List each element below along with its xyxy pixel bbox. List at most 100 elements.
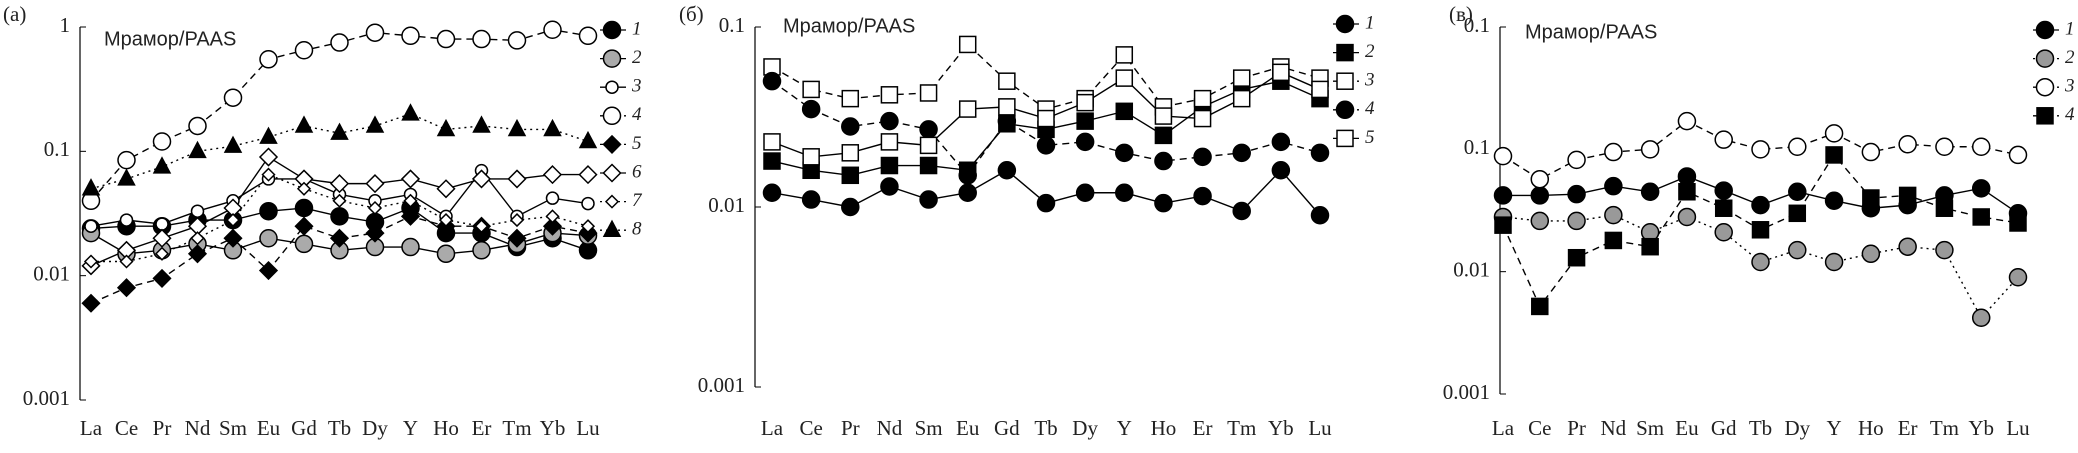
marker (472, 29, 491, 49)
marker (542, 216, 563, 236)
chart-title: Мрамор/PAAS (783, 15, 915, 37)
marker (400, 169, 421, 189)
marker (1310, 205, 1330, 225)
x-tick-label: Er (472, 416, 492, 440)
marker (1567, 184, 1586, 204)
marker (1115, 102, 1134, 121)
legend-marker (602, 134, 622, 154)
x-tick-label: Er (1898, 416, 1918, 440)
marker (261, 167, 276, 182)
x-tick-label: Y (403, 416, 418, 440)
marker (1115, 143, 1134, 163)
marker (880, 111, 899, 131)
marker (1494, 216, 1512, 234)
legend-marker (602, 49, 622, 68)
marker (919, 156, 938, 175)
marker (330, 207, 349, 226)
marker (580, 219, 596, 234)
marker (84, 219, 98, 233)
x-tick-label: Eu (257, 416, 281, 440)
marker (436, 244, 456, 264)
marker (1493, 186, 1513, 205)
marker (296, 181, 312, 196)
marker (1824, 252, 1844, 272)
marker (330, 33, 349, 52)
x-tick-label: Tb (328, 416, 351, 440)
marker (190, 204, 205, 218)
y-tick-label: 0.1 (1464, 135, 1490, 159)
marker (841, 166, 860, 185)
marker (507, 31, 527, 50)
x-tick-label: Nd (185, 416, 211, 440)
marker (117, 168, 136, 186)
legend-marker (2035, 77, 2055, 97)
marker (1115, 69, 1134, 87)
marker (436, 29, 456, 49)
legend-marker (1336, 43, 1354, 62)
marker (1232, 89, 1251, 108)
marker (1935, 240, 1954, 260)
marker (1604, 231, 1623, 250)
marker (1714, 181, 1733, 200)
x-tick-label: Gd (291, 416, 317, 440)
x-tick-label: Ho (433, 416, 459, 440)
marker (1898, 135, 1917, 154)
marker (1075, 183, 1095, 202)
marker (436, 118, 456, 137)
marker (2008, 145, 2028, 165)
marker (1115, 183, 1134, 202)
marker (83, 254, 99, 269)
legend-marker (604, 194, 620, 209)
marker (223, 135, 243, 153)
marker (1788, 182, 1807, 202)
x-tick-label: Ho (1858, 416, 1884, 440)
panel-label: (а) (3, 2, 26, 26)
legend-label: 1 (2065, 18, 2075, 39)
marker (1271, 132, 1291, 152)
marker (294, 115, 314, 133)
x-tick-label: Pr (153, 416, 172, 440)
marker (1971, 137, 1991, 156)
legend-marker (2035, 20, 2055, 40)
marker (507, 228, 527, 248)
x-tick-label: Pr (841, 416, 860, 440)
marker (543, 118, 562, 137)
marker (1232, 143, 1251, 163)
x-tick-label: Y (1117, 416, 1132, 440)
marker (187, 244, 208, 264)
marker (507, 169, 527, 189)
x-tick-label: Eu (1675, 416, 1699, 440)
marker (1677, 111, 1697, 131)
marker (1193, 89, 1212, 108)
marker (1898, 186, 1917, 205)
legend-label: 2 (632, 47, 642, 68)
marker (762, 71, 782, 91)
marker (1115, 46, 1134, 64)
legend-marker (2036, 107, 2054, 125)
panel-label: (в) (1449, 2, 1473, 26)
marker (958, 100, 977, 118)
marker (919, 84, 938, 102)
marker (802, 80, 820, 99)
marker (1604, 205, 1623, 225)
marker (152, 268, 172, 288)
marker (1530, 211, 1550, 231)
series-line (1502, 120, 2019, 181)
marker (880, 86, 899, 104)
marker (1076, 93, 1094, 112)
marker (1788, 240, 1807, 260)
y-tick-label: 1 (60, 13, 71, 37)
marker (919, 136, 938, 155)
marker (1076, 112, 1094, 130)
marker (1311, 80, 1329, 99)
marker (1036, 193, 1056, 213)
marker (258, 147, 279, 167)
x-tick-label: Dy (362, 416, 388, 440)
marker (152, 132, 172, 151)
marker (81, 293, 101, 313)
marker (763, 152, 781, 170)
marker (1824, 124, 1844, 143)
series-line (90, 215, 589, 304)
marker (919, 120, 938, 139)
marker (472, 241, 491, 260)
